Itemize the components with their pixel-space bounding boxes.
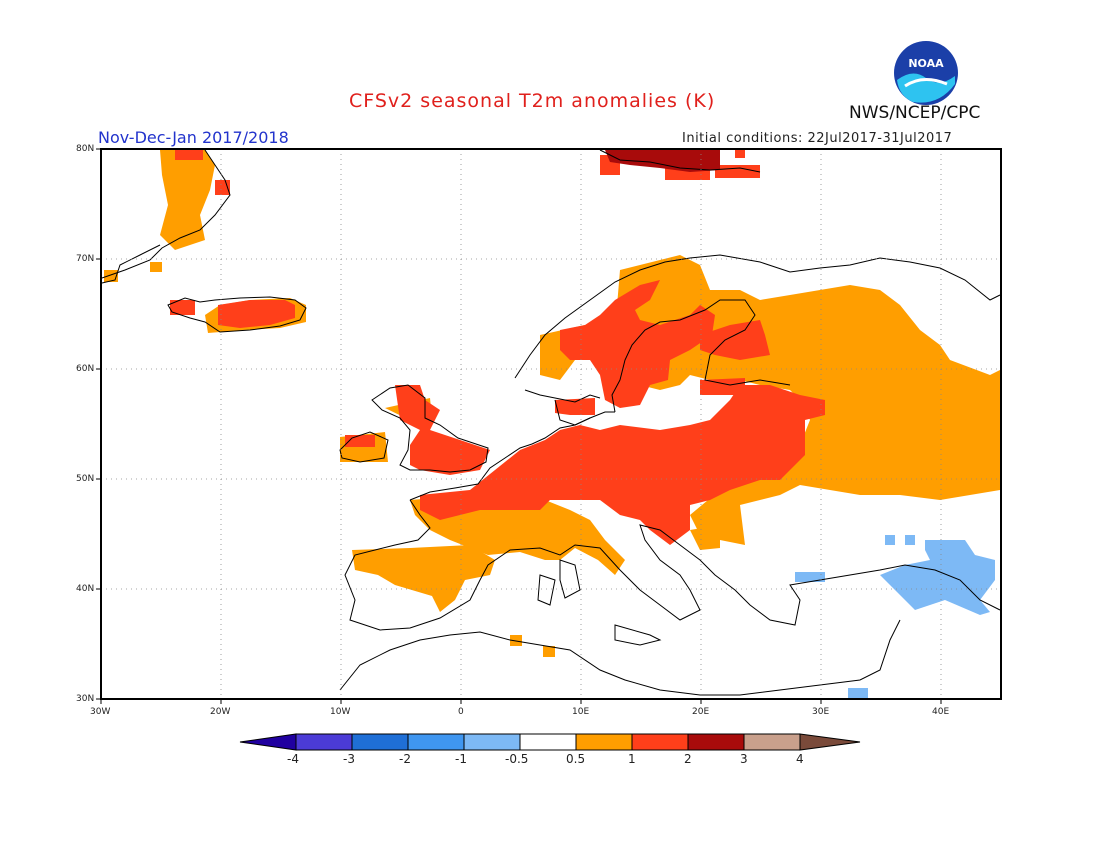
- anomaly-region-neg-0.5-1: [795, 535, 995, 699]
- lon-label: 40E: [932, 707, 950, 717]
- colorbar-label: -2: [399, 752, 411, 766]
- forecast-period: Nov-Dec-Jan 2017/2018: [98, 128, 289, 147]
- anomaly-region-0.5-1: [104, 150, 1000, 657]
- anomaly-region-2-3: [605, 150, 720, 172]
- lat-label: 80N: [76, 144, 95, 154]
- map-frame: [100, 148, 1002, 700]
- agency-label: NWS/NCEP/CPC: [849, 103, 981, 123]
- lat-label: 40N: [76, 584, 95, 594]
- map-title: CFSv2 seasonal T2m anomalies (K): [349, 90, 716, 112]
- axis-ticks: [96, 148, 942, 704]
- lon-label: 10W: [330, 707, 351, 717]
- lon-label: 0: [458, 707, 464, 717]
- colorbar-label: 2: [684, 752, 692, 766]
- lon-label: 30E: [812, 707, 830, 717]
- noaa-logo-text: NOAA: [908, 57, 944, 70]
- lon-label: 20W: [210, 707, 231, 717]
- colorbar-label: -0.5: [505, 752, 529, 766]
- lat-label: 60N: [76, 364, 95, 374]
- lon-label: 20E: [692, 707, 710, 717]
- lon-label: 10E: [572, 707, 590, 717]
- colorbar-label: 1: [628, 752, 636, 766]
- initial-conditions: Initial conditions: 22Jul2017-31Jul2017: [682, 131, 953, 146]
- lat-label: 70N: [76, 254, 95, 264]
- colorbar-label: 3: [740, 752, 748, 766]
- noaa-logo: NOAA: [894, 41, 958, 105]
- lon-label: 30W: [90, 707, 111, 717]
- colorbar-label: -4: [287, 752, 299, 766]
- colorbar-label: 4: [796, 752, 804, 766]
- colorbar-label: 0.5: [566, 752, 586, 766]
- colorbar-label: -3: [343, 752, 355, 766]
- anomaly-region-1-2: [170, 150, 825, 545]
- lat-label: 50N: [76, 474, 95, 484]
- colorbar-label: -1: [455, 752, 467, 766]
- coastlines: [101, 149, 1001, 696]
- lat-lon-grid: [101, 149, 1001, 699]
- lat-label: 30N: [76, 694, 95, 704]
